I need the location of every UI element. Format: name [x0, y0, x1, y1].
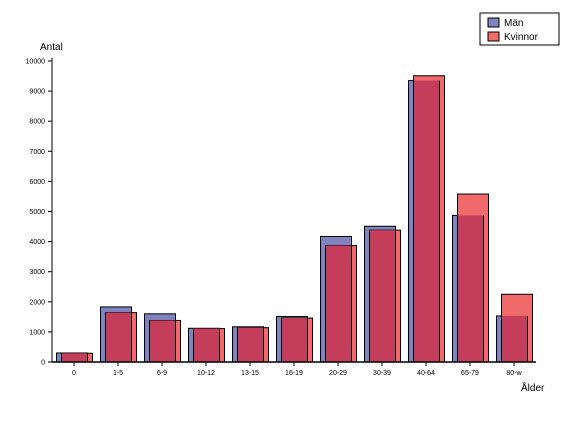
y-tick-label: 1000 — [29, 329, 45, 336]
y-tick-label: 3000 — [29, 269, 45, 276]
bar-overlap — [457, 215, 484, 362]
bar-overlap — [413, 80, 440, 362]
y-tick-label: 9000 — [29, 89, 45, 96]
x-tick-label: 6-9 — [157, 370, 167, 377]
x-tick-label: 65-79 — [461, 370, 479, 377]
x-tick-label: 13-15 — [241, 370, 259, 377]
legend-swatch-kvinnor — [487, 31, 500, 42]
bar-overlap — [501, 315, 528, 362]
y-tick-label: 10000 — [26, 59, 46, 66]
y-tick-label: 5000 — [29, 209, 45, 216]
legend-label-man: Män — [504, 18, 523, 29]
bar-overlap — [369, 230, 396, 362]
bar-overlap — [149, 320, 176, 362]
x-tick-label: 80-w — [506, 370, 522, 377]
x-tick-label: 1-5 — [113, 370, 123, 377]
x-tick-label: 16-19 — [285, 370, 303, 377]
bar-overlap — [193, 328, 220, 362]
y-tick-label: 2000 — [29, 299, 45, 306]
x-tick-label: 20-29 — [329, 370, 347, 377]
y-tick-label: 0 — [41, 360, 45, 367]
x-tick-label: 10-12 — [197, 370, 215, 377]
plot-area: 0 1000 2000 3000 4000 5000 6000 7000 8000 9000 100… — [26, 58, 536, 377]
legend: Män Kvinnor — [479, 12, 560, 46]
y-axis-label: Antal — [40, 42, 63, 53]
bar-overlap — [105, 312, 132, 362]
x-axis-label: Ålder — [521, 381, 545, 394]
bar-overlap — [237, 327, 264, 362]
x-tick-label: 30-39 — [373, 370, 391, 377]
y-tick-label: 7000 — [29, 149, 45, 156]
y-tick-label: 6000 — [29, 179, 45, 186]
bar-overlap — [325, 245, 352, 362]
y-tick-label: 4000 — [29, 239, 45, 246]
x-tick-label: 0 — [72, 370, 76, 377]
legend-label-kvinnor: Kvinnor — [504, 32, 539, 43]
y-tick-label: 8000 — [29, 119, 45, 126]
x-tick-label: 40-64 — [417, 370, 435, 377]
bar-overlap — [281, 318, 308, 362]
bar-overlap — [61, 353, 88, 362]
legend-swatch-man — [487, 17, 500, 28]
